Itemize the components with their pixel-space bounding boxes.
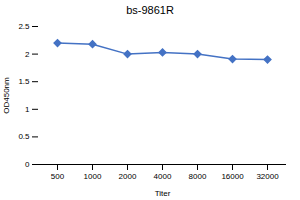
svg-text:0.5: 0.5 [18,132,30,141]
svg-text:1.5: 1.5 [18,77,30,86]
svg-text:1: 1 [25,105,30,114]
svg-text:8000: 8000 [189,172,207,181]
svg-text:2.5: 2.5 [18,22,30,31]
svg-text:16000: 16000 [221,172,244,181]
svg-text:OD450nm: OD450nm [2,77,11,114]
svg-text:1000: 1000 [84,172,102,181]
svg-text:2000: 2000 [119,172,137,181]
svg-text:4000: 4000 [154,172,172,181]
svg-text:2: 2 [25,50,30,59]
svg-text:32000: 32000 [256,172,279,181]
svg-text:0: 0 [25,160,30,169]
svg-text:500: 500 [51,172,65,181]
html-text:bs-9861R: bs-9861R [126,4,174,16]
svg-text:Titer: Titer [155,189,171,198]
